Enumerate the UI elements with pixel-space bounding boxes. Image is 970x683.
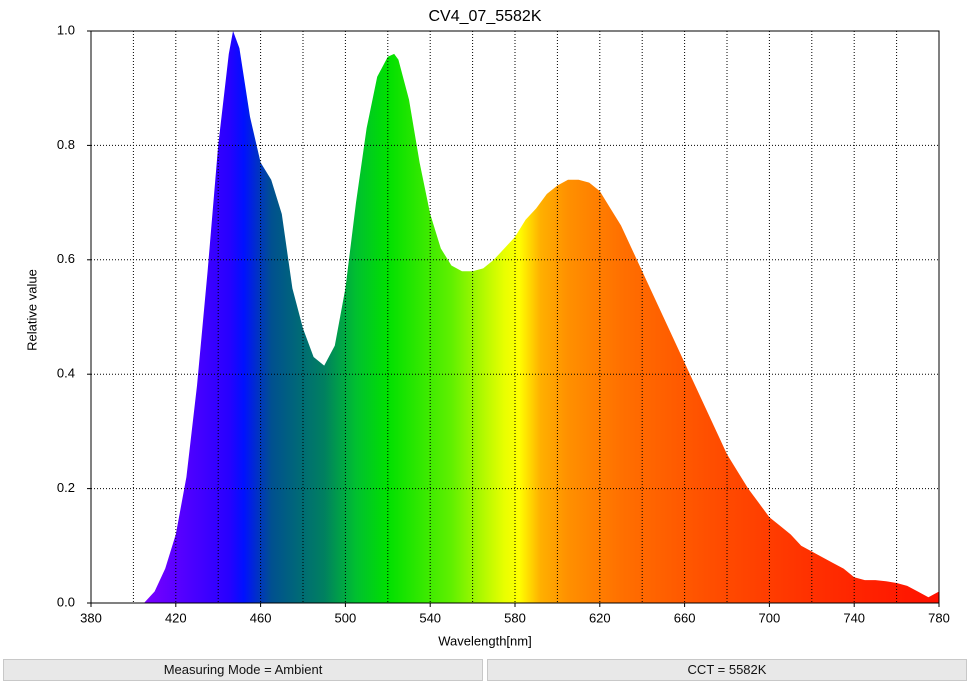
plot-frame: [90, 30, 940, 604]
y-tick-label: 1.0: [57, 22, 75, 37]
y-tick-label: 0.4: [57, 366, 75, 381]
x-tick-label: 660: [674, 610, 696, 625]
x-tick-label: 620: [589, 610, 611, 625]
x-tick-label: 500: [335, 610, 357, 625]
chart-title: CV4_07_5582K: [429, 8, 542, 25]
y-tick-label: 0.6: [57, 251, 75, 266]
x-tick-label: 580: [504, 610, 526, 625]
x-tick-label: 740: [843, 610, 865, 625]
x-tick-label: 700: [759, 610, 781, 625]
status-bar: CCT = 5582K: [487, 659, 967, 681]
status-bar: Measuring Mode = Ambient: [3, 659, 483, 681]
y-axis-label: Relative value: [24, 269, 39, 351]
x-axis-label: Wavelength[nm]: [438, 633, 531, 648]
x-tick-label: 460: [250, 610, 272, 625]
y-tick-label: 0.8: [57, 137, 75, 152]
x-tick-label: 540: [419, 610, 441, 625]
x-tick-label: 380: [80, 610, 102, 625]
x-tick-label: 780: [928, 610, 950, 625]
x-tick-label: 420: [165, 610, 187, 625]
chart: CV4_07_5582K Wavelength[nm] Relative val…: [24, 8, 950, 648]
y-tick-label: 0.2: [57, 480, 75, 495]
y-tick-label: 0.0: [57, 594, 75, 609]
